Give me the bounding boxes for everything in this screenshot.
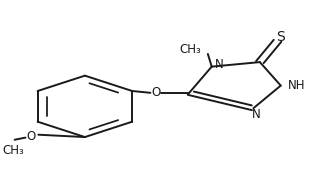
Text: CH₃: CH₃: [180, 43, 201, 56]
Text: S: S: [276, 30, 285, 44]
Text: NH: NH: [288, 79, 305, 92]
Text: O: O: [151, 86, 160, 99]
Text: N: N: [215, 58, 224, 71]
Text: CH₃: CH₃: [2, 144, 24, 157]
Text: O: O: [27, 130, 36, 143]
Text: N: N: [252, 108, 261, 121]
